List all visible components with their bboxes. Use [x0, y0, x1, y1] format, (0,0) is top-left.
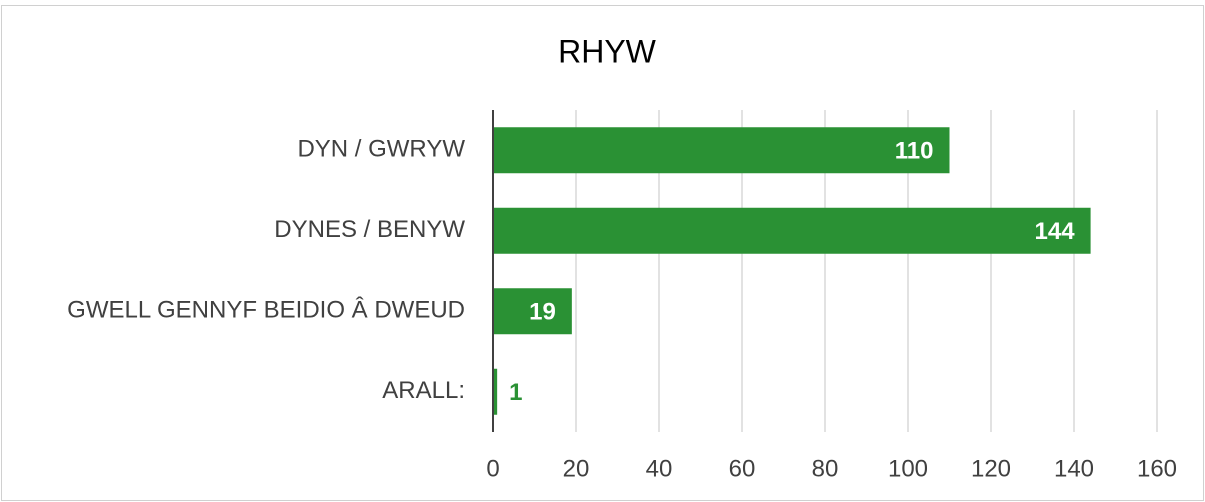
- y-tick-label: DYNES / BENYW: [274, 216, 465, 243]
- x-tick-label: 40: [646, 455, 673, 482]
- x-tick-label: 140: [1054, 455, 1094, 482]
- bar: [493, 368, 498, 415]
- bar: [493, 127, 950, 174]
- bar: [493, 288, 572, 335]
- data-label: 144: [1035, 218, 1076, 245]
- chart-title: RHYW: [558, 33, 657, 69]
- y-tick-label: DYN / GWRYW: [297, 136, 465, 163]
- data-label: 19: [529, 299, 556, 326]
- x-tick-label: 100: [888, 455, 928, 482]
- y-tick-label: GWELL GENNYF BEIDIO Â DWEUD: [67, 297, 465, 324]
- data-label: 110: [895, 138, 934, 165]
- x-tick-label: 120: [971, 455, 1011, 482]
- data-label: 1: [509, 379, 522, 406]
- y-tick-label: ARALL:: [382, 377, 465, 404]
- bar: [493, 207, 1091, 254]
- x-tick-label: 80: [812, 455, 839, 482]
- x-tick-label: 160: [1137, 455, 1177, 482]
- x-tick-label: 60: [729, 455, 756, 482]
- x-tick-label: 0: [486, 455, 499, 482]
- x-tick-label: 20: [563, 455, 590, 482]
